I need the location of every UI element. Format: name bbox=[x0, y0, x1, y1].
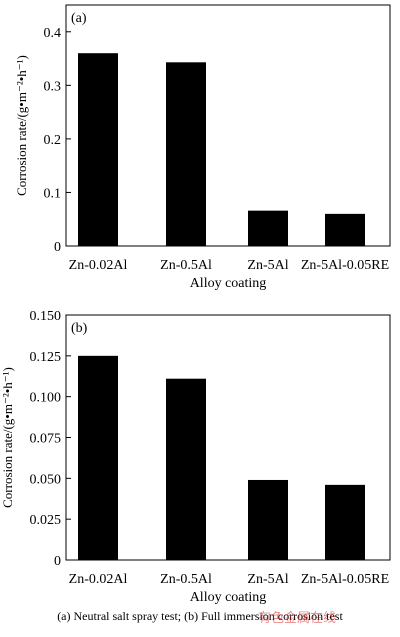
panel-a-ytick-label: 0 bbox=[54, 240, 61, 255]
panel-a-bar-4 bbox=[325, 213, 365, 246]
panel-b-bar-2 bbox=[166, 378, 206, 560]
watermark: 有色金属在线 bbox=[258, 611, 337, 626]
panel-a-ytick-label: 0.1 bbox=[44, 186, 62, 201]
panel-b-ytick-label: 0.100 bbox=[30, 391, 62, 406]
panel-a-ytick-label: 0.3 bbox=[44, 79, 62, 94]
panel-b-category-label: Zn-0.02Al bbox=[69, 572, 128, 587]
panel-b-xaxis-label: Alloy coating bbox=[190, 590, 267, 605]
panel-b-ytick-label: 0.025 bbox=[30, 513, 62, 528]
panel-a-category-label: Zn-5Al bbox=[247, 258, 288, 273]
panel-a-xaxis-label: Alloy coating bbox=[190, 276, 267, 291]
panel-b-ytick-label: 0 bbox=[54, 554, 61, 569]
panel-a-ytick-label: 0.2 bbox=[44, 133, 62, 148]
panel-a-bar-1 bbox=[78, 53, 118, 247]
panel-a-category-label: Zn-0.5Al bbox=[160, 258, 212, 273]
panel-a-bar-3 bbox=[248, 210, 288, 246]
panel-b-label: (b) bbox=[71, 321, 88, 336]
panel-b-ytick-label: 0.125 bbox=[30, 350, 62, 365]
panel-b-bar-3 bbox=[248, 479, 288, 560]
panel-b-category-label: Zn-0.5Al bbox=[160, 572, 212, 587]
panel-a-category-label: Zn-0.02Al bbox=[69, 258, 128, 273]
panel-b-ytick-label: 0.050 bbox=[30, 472, 62, 487]
panel-a-plot-frame bbox=[65, 4, 391, 247]
panel-a-ytick-label: 0.4 bbox=[44, 26, 62, 41]
panel-b-category-label: Zn-5Al-0.05RE bbox=[301, 572, 389, 587]
panel-b-ytick-label: 0.150 bbox=[30, 309, 62, 324]
panel-b-ytick-label: 0.075 bbox=[30, 432, 62, 447]
panel-b-bar-1 bbox=[78, 355, 118, 560]
panel-a-yaxis-label: Corrosion rate/(g•m⁻²•h⁻¹) bbox=[14, 55, 29, 196]
panel-b-bar-4 bbox=[325, 484, 365, 560]
panel-a-label: (a) bbox=[71, 11, 87, 26]
figure-caption: (a) Neutral salt spray test; (b) Full im… bbox=[57, 609, 343, 623]
panel-a-category-label: Zn-5Al-0.05RE bbox=[301, 258, 389, 273]
panel-a-bar-2 bbox=[166, 62, 206, 246]
panel-b-category-label: Zn-5Al bbox=[247, 572, 288, 587]
panel-b-yaxis-label: Corrosion rate/(g•m⁻²•h⁻¹) bbox=[0, 367, 15, 508]
